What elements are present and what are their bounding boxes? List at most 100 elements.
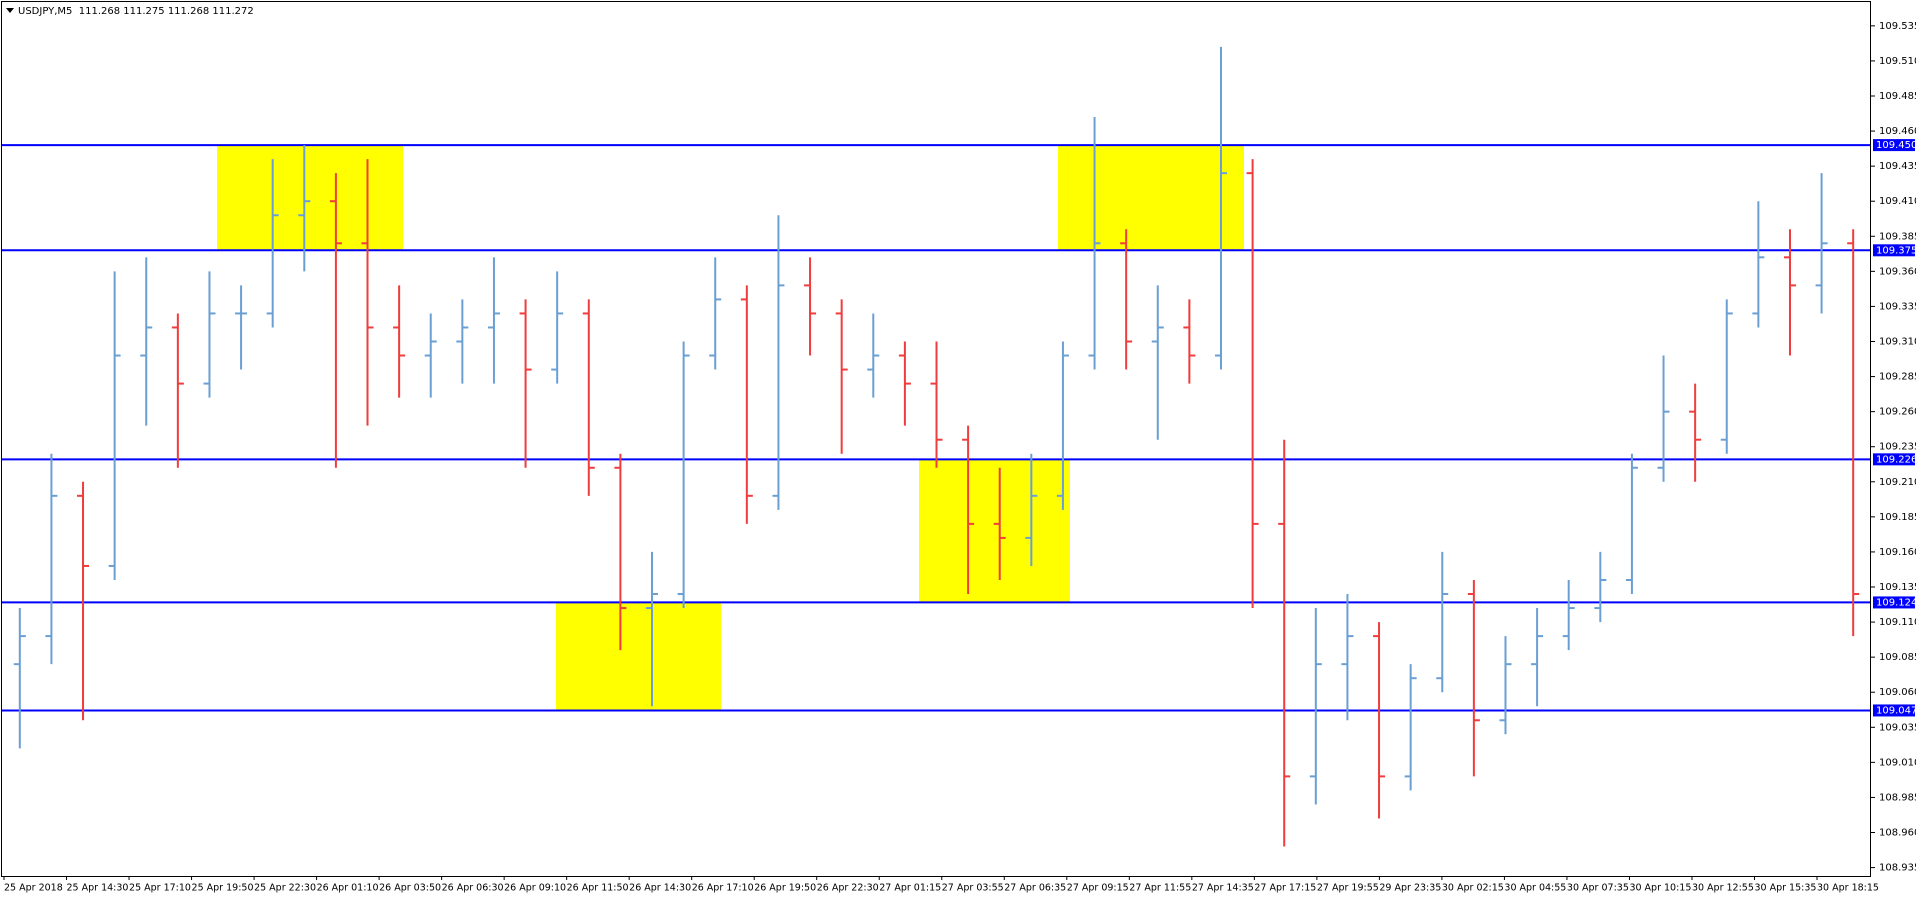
y-tick-label: 108.960	[1879, 828, 1916, 839]
ohlc-bar	[203, 271, 216, 398]
x-tick-label: 27 Apr 11:55	[1129, 883, 1191, 894]
ohlc-bar	[45, 453, 58, 665]
ohlc-bar	[77, 481, 90, 721]
x-tick-label: 27 Apr 09:15	[1067, 883, 1129, 894]
ohlc-bar	[1246, 159, 1259, 609]
y-tick-label: 109.110	[1879, 617, 1916, 628]
ohlc-bar	[298, 145, 311, 272]
x-tick-label: 30 Apr 18:15	[1817, 883, 1879, 894]
ohlc-bar	[171, 313, 184, 468]
ohlc-bar	[140, 257, 153, 426]
x-tick-label: 26 Apr 09:10	[504, 883, 566, 894]
ohlc-bar	[1847, 229, 1860, 637]
x-tick-label: 27 Apr 06:35	[1004, 883, 1066, 894]
y-tick-label: 109.285	[1879, 372, 1916, 383]
y-tick-label: 109.035	[1879, 722, 1916, 733]
ohlc-bar	[1120, 229, 1133, 370]
zone	[1058, 145, 1244, 251]
levels	[2, 144, 1871, 712]
ohlc-bar	[1657, 355, 1670, 482]
ohlc-bar	[1373, 622, 1386, 819]
x-tick-label: 26 Apr 19:50	[754, 883, 816, 894]
level-label: 109.124	[1876, 597, 1916, 608]
level-label: 109.375	[1876, 245, 1916, 256]
x-tick-label: 27 Apr 03:55	[942, 883, 1004, 894]
ohlc-bar	[709, 257, 722, 370]
ohlc-bar	[1309, 608, 1322, 805]
x-tick-label: 26 Apr 17:10	[692, 883, 754, 894]
ohlc-bar	[1625, 453, 1638, 595]
x-tick-label: 26 Apr 03:50	[379, 883, 441, 894]
ohlc-bar	[614, 453, 627, 651]
menu-triangle	[6, 8, 14, 13]
y-tick-label: 109.460	[1879, 126, 1916, 137]
ohlc-bar	[1720, 299, 1733, 454]
y-tick-label: 109.360	[1879, 266, 1916, 277]
chart-title: USDJPY,M5 111.268 111.275 111.268 111.27…	[18, 6, 254, 17]
ohlc-bar	[646, 551, 659, 707]
x-tick-label: 29 Apr 23:35	[1379, 883, 1441, 894]
ohlc-bar	[677, 341, 690, 609]
ohlc-bar	[361, 159, 374, 426]
y-tick-label: 109.260	[1879, 407, 1916, 418]
ohlc-bar	[266, 159, 279, 328]
ohlc-bar	[1056, 341, 1069, 510]
ohlc-bar	[1689, 383, 1702, 482]
x-tick-label: 26 Apr 06:30	[442, 883, 504, 894]
level-label: 109.047	[1876, 705, 1916, 716]
x-tick-label: 25 Apr 22:30	[254, 883, 316, 894]
ohlc-bar	[13, 608, 26, 749]
ohlc-bar	[1436, 551, 1449, 693]
y-tick-label: 109.135	[1879, 582, 1916, 593]
ohlc-bar	[1783, 229, 1796, 356]
y-tick-label: 109.485	[1879, 91, 1916, 102]
level-tag	[1873, 704, 1915, 717]
y-tick-label: 108.935	[1879, 863, 1916, 874]
bars	[13, 46, 1860, 847]
y-tick-label: 109.335	[1879, 301, 1916, 312]
x-tick-label: 30 Apr 07:35	[1567, 883, 1629, 894]
x-tick-label: 25 Apr 19:50	[192, 883, 254, 894]
y-tick-label: 109.160	[1879, 547, 1916, 558]
ohlc-bar	[424, 313, 437, 398]
ohlc-bar	[1341, 594, 1354, 721]
x-tick-label: 27 Apr 19:55	[1317, 883, 1379, 894]
ohlc-bar	[1467, 579, 1480, 777]
zone	[919, 459, 1070, 603]
ohlc-bar	[1499, 636, 1512, 735]
ohlc-bar	[582, 299, 595, 496]
ohlc-bar	[1752, 201, 1765, 328]
ohlc-bar	[1278, 439, 1291, 847]
ohlc-bar	[551, 271, 564, 384]
level-tag	[1873, 596, 1915, 609]
x-tick-label: 30 Apr 12:55	[1692, 883, 1754, 894]
zone	[217, 145, 403, 251]
ohlc-bar	[1151, 285, 1164, 440]
ohlc-bar	[772, 215, 785, 510]
ohlc-bar	[898, 341, 911, 426]
ohlc-bar	[456, 299, 469, 384]
ohlc-bar	[1404, 664, 1417, 791]
ohlc-bar	[235, 285, 248, 370]
zones	[217, 145, 1244, 711]
y-tick-label: 109.185	[1879, 512, 1916, 523]
x-tick-label: 27 Apr 17:15	[1254, 883, 1316, 894]
y-tick-label: 108.985	[1879, 792, 1916, 803]
level-label: 109.226	[1876, 454, 1916, 465]
ohlc-bar	[835, 299, 848, 454]
x-tick-label: 26 Apr 14:30	[629, 883, 691, 894]
y-tick-label: 109.210	[1879, 477, 1916, 488]
x-tick-label: 30 Apr 02:15	[1442, 883, 1504, 894]
level-tag	[1873, 453, 1915, 466]
ohlc-bar	[329, 173, 342, 468]
x-tick-label: 26 Apr 11:50	[567, 883, 629, 894]
ohlc-bar	[867, 313, 880, 398]
level-tag	[1873, 139, 1915, 152]
ohlc-bar	[108, 271, 121, 580]
x-tick-label: 26 Apr 22:30	[817, 883, 879, 894]
ohlc-bar	[930, 341, 943, 468]
x-tick-label: 27 Apr 14:35	[1192, 883, 1254, 894]
